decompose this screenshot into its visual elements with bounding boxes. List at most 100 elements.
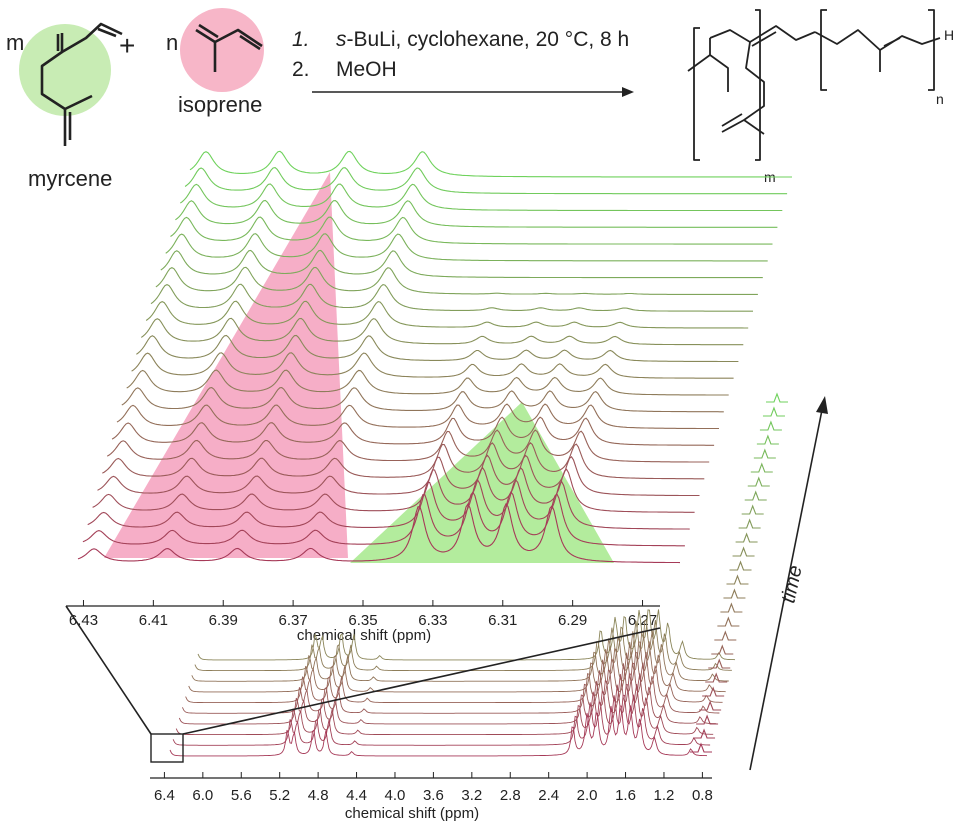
myrcene-coefficient: m	[6, 30, 24, 55]
full-x-tick-label: 3.6	[423, 787, 444, 804]
time-series-trace	[708, 658, 731, 669]
zoomed-spectrum-trace	[97, 454, 700, 497]
zoomed-spectrum-trace	[82, 490, 685, 547]
myrcene-structure	[40, 22, 123, 146]
step2-number: 2.	[292, 58, 310, 81]
full-x-ticks: 6.4 6.0 5.6 5.2 4.8 4.4 4.0 3.6 3.2 2.8 2.4 2.0 1.6 1…	[154, 772, 713, 804]
zoomed-spectrum-trace	[131, 352, 734, 379]
full-spectrum-trace	[194, 619, 732, 672]
isoprene-structure	[195, 23, 263, 72]
full-spectrum-trace	[185, 651, 723, 704]
time-series-trace	[735, 532, 758, 543]
zoomed-x-ticks: 6.43 6.41 6.39 6.37 6.35 6.33 6.31 6.29 6.27	[69, 600, 657, 629]
zoomed-spectrum-trace	[102, 442, 705, 480]
time-series-trace	[696, 714, 719, 725]
isoprene-highlight-region	[104, 172, 348, 558]
time-series-trace	[726, 574, 749, 585]
time-series-trace	[723, 588, 746, 599]
full-spectrum-trace	[197, 609, 736, 661]
full-x-tick-label: 2.4	[538, 787, 559, 804]
full-spectrum-trace	[178, 673, 717, 725]
zoomed-spectrum-trace	[136, 334, 739, 363]
time-series-trace	[744, 490, 767, 501]
zoomed-x-tick-label: 6.31	[488, 612, 517, 629]
time-series-trace	[690, 742, 712, 753]
full-x-tick-label: 5.6	[231, 787, 252, 804]
time-series-trace	[738, 518, 761, 529]
zoomed-x-tick-label: 6.35	[348, 612, 377, 629]
time-series-trace	[762, 406, 785, 417]
full-x-tick-label: 4.4	[346, 787, 367, 804]
full-x-tick-label: 6.0	[192, 787, 213, 804]
zoomed-x-tick-label: 6.43	[69, 612, 98, 629]
zoomed-waterfall-chart: 6.43 6.41 6.39 6.37 6.35 6.33 6.31 6.29 6.27 che…	[66, 150, 792, 644]
time-series-trace	[714, 630, 737, 641]
zoomed-spectrum-trace	[189, 150, 792, 178]
myrcene-label: myrcene	[28, 166, 112, 191]
product-structure	[687, 9, 941, 161]
zoomed-x-tick-label: 6.39	[209, 612, 238, 629]
full-spectrum-trace	[169, 705, 708, 757]
full-trace-group	[169, 609, 736, 757]
zoomed-spectrum-trace	[155, 266, 758, 295]
full-spectrum-trace	[191, 630, 729, 682]
isoprene-label: isoprene	[178, 92, 262, 117]
zoomed-x-tick-label: 6.33	[418, 612, 447, 629]
plus-sign: +	[119, 30, 135, 61]
zoomed-spectrum-trace	[106, 429, 710, 463]
full-spectrum-trace	[175, 683, 714, 736]
step1-number: 1.	[292, 28, 310, 51]
zoomed-spectrum-trace	[116, 403, 719, 430]
time-series-trace	[711, 644, 734, 655]
product-subscript-n: n	[936, 91, 944, 107]
time-series-trace	[705, 672, 728, 683]
time-series-trace	[717, 616, 740, 627]
full-x-tick-label: 0.8	[692, 787, 713, 804]
zoomed-spectrum-trace	[126, 369, 729, 396]
zoomed-spectrum-trace	[170, 216, 773, 245]
time-series-trace	[729, 560, 752, 571]
time-series-chart: time	[690, 392, 828, 771]
zoomed-spectrum-trace	[121, 387, 724, 413]
isoprene-circle	[180, 8, 264, 92]
full-x-tick-label: 1.2	[654, 787, 675, 804]
time-series-trace	[747, 476, 770, 487]
myrcene-highlight-region	[350, 402, 614, 563]
time-series-trace	[759, 420, 782, 431]
zoomed-x-tick-label: 6.29	[558, 612, 587, 629]
zoom-connector-right	[182, 627, 661, 735]
full-x-tick-label: 2.0	[577, 787, 598, 804]
zoom-selection-box	[150, 733, 184, 763]
step1-conditions: s-BuLi, cyclohexane, 20 °C, 8 h	[336, 28, 629, 51]
time-series-trace	[753, 448, 776, 459]
full-x-tick-label: 3.2	[461, 787, 482, 804]
zoomed-spectrum-trace	[160, 249, 763, 279]
step2-conditions: MeOH	[336, 58, 397, 81]
zoomed-spectrum-trace	[175, 199, 778, 228]
time-trace-group	[690, 392, 788, 753]
time-series-trace	[732, 546, 755, 557]
time-series-trace	[756, 434, 779, 445]
zoomed-spectrum-trace	[145, 300, 749, 329]
product-end-group: H	[944, 27, 954, 43]
zoomed-spectrum-trace	[77, 502, 681, 564]
step1-reagent-rest: -BuLi, cyclohexane, 20 °C, 8 h	[347, 28, 630, 51]
time-series-trace	[766, 392, 788, 403]
zoomed-spectrum-trace	[111, 416, 715, 446]
zoomed-spectrum-trace	[87, 479, 690, 530]
time-series-trace	[702, 686, 725, 697]
zoomed-x-axis-title: chemical shift (ppm)	[297, 627, 431, 644]
zoomed-x-tick-label: 6.27	[628, 612, 657, 629]
time-series-trace	[741, 504, 764, 515]
full-spectrum-trace	[188, 641, 726, 693]
reaction-scheme: m myrcene + n isoprene 1. s-BuLi, cycloh…	[6, 8, 954, 191]
zoomed-spectrum-trace	[179, 183, 783, 212]
zoomed-spectrum-trace	[165, 233, 768, 262]
time-arrow	[749, 396, 828, 771]
time-axis-label: time	[777, 563, 806, 605]
time-series-trace	[720, 602, 743, 613]
time-series-trace	[693, 728, 716, 739]
time-series-trace	[750, 462, 773, 473]
full-spectrum-trace	[181, 662, 720, 714]
